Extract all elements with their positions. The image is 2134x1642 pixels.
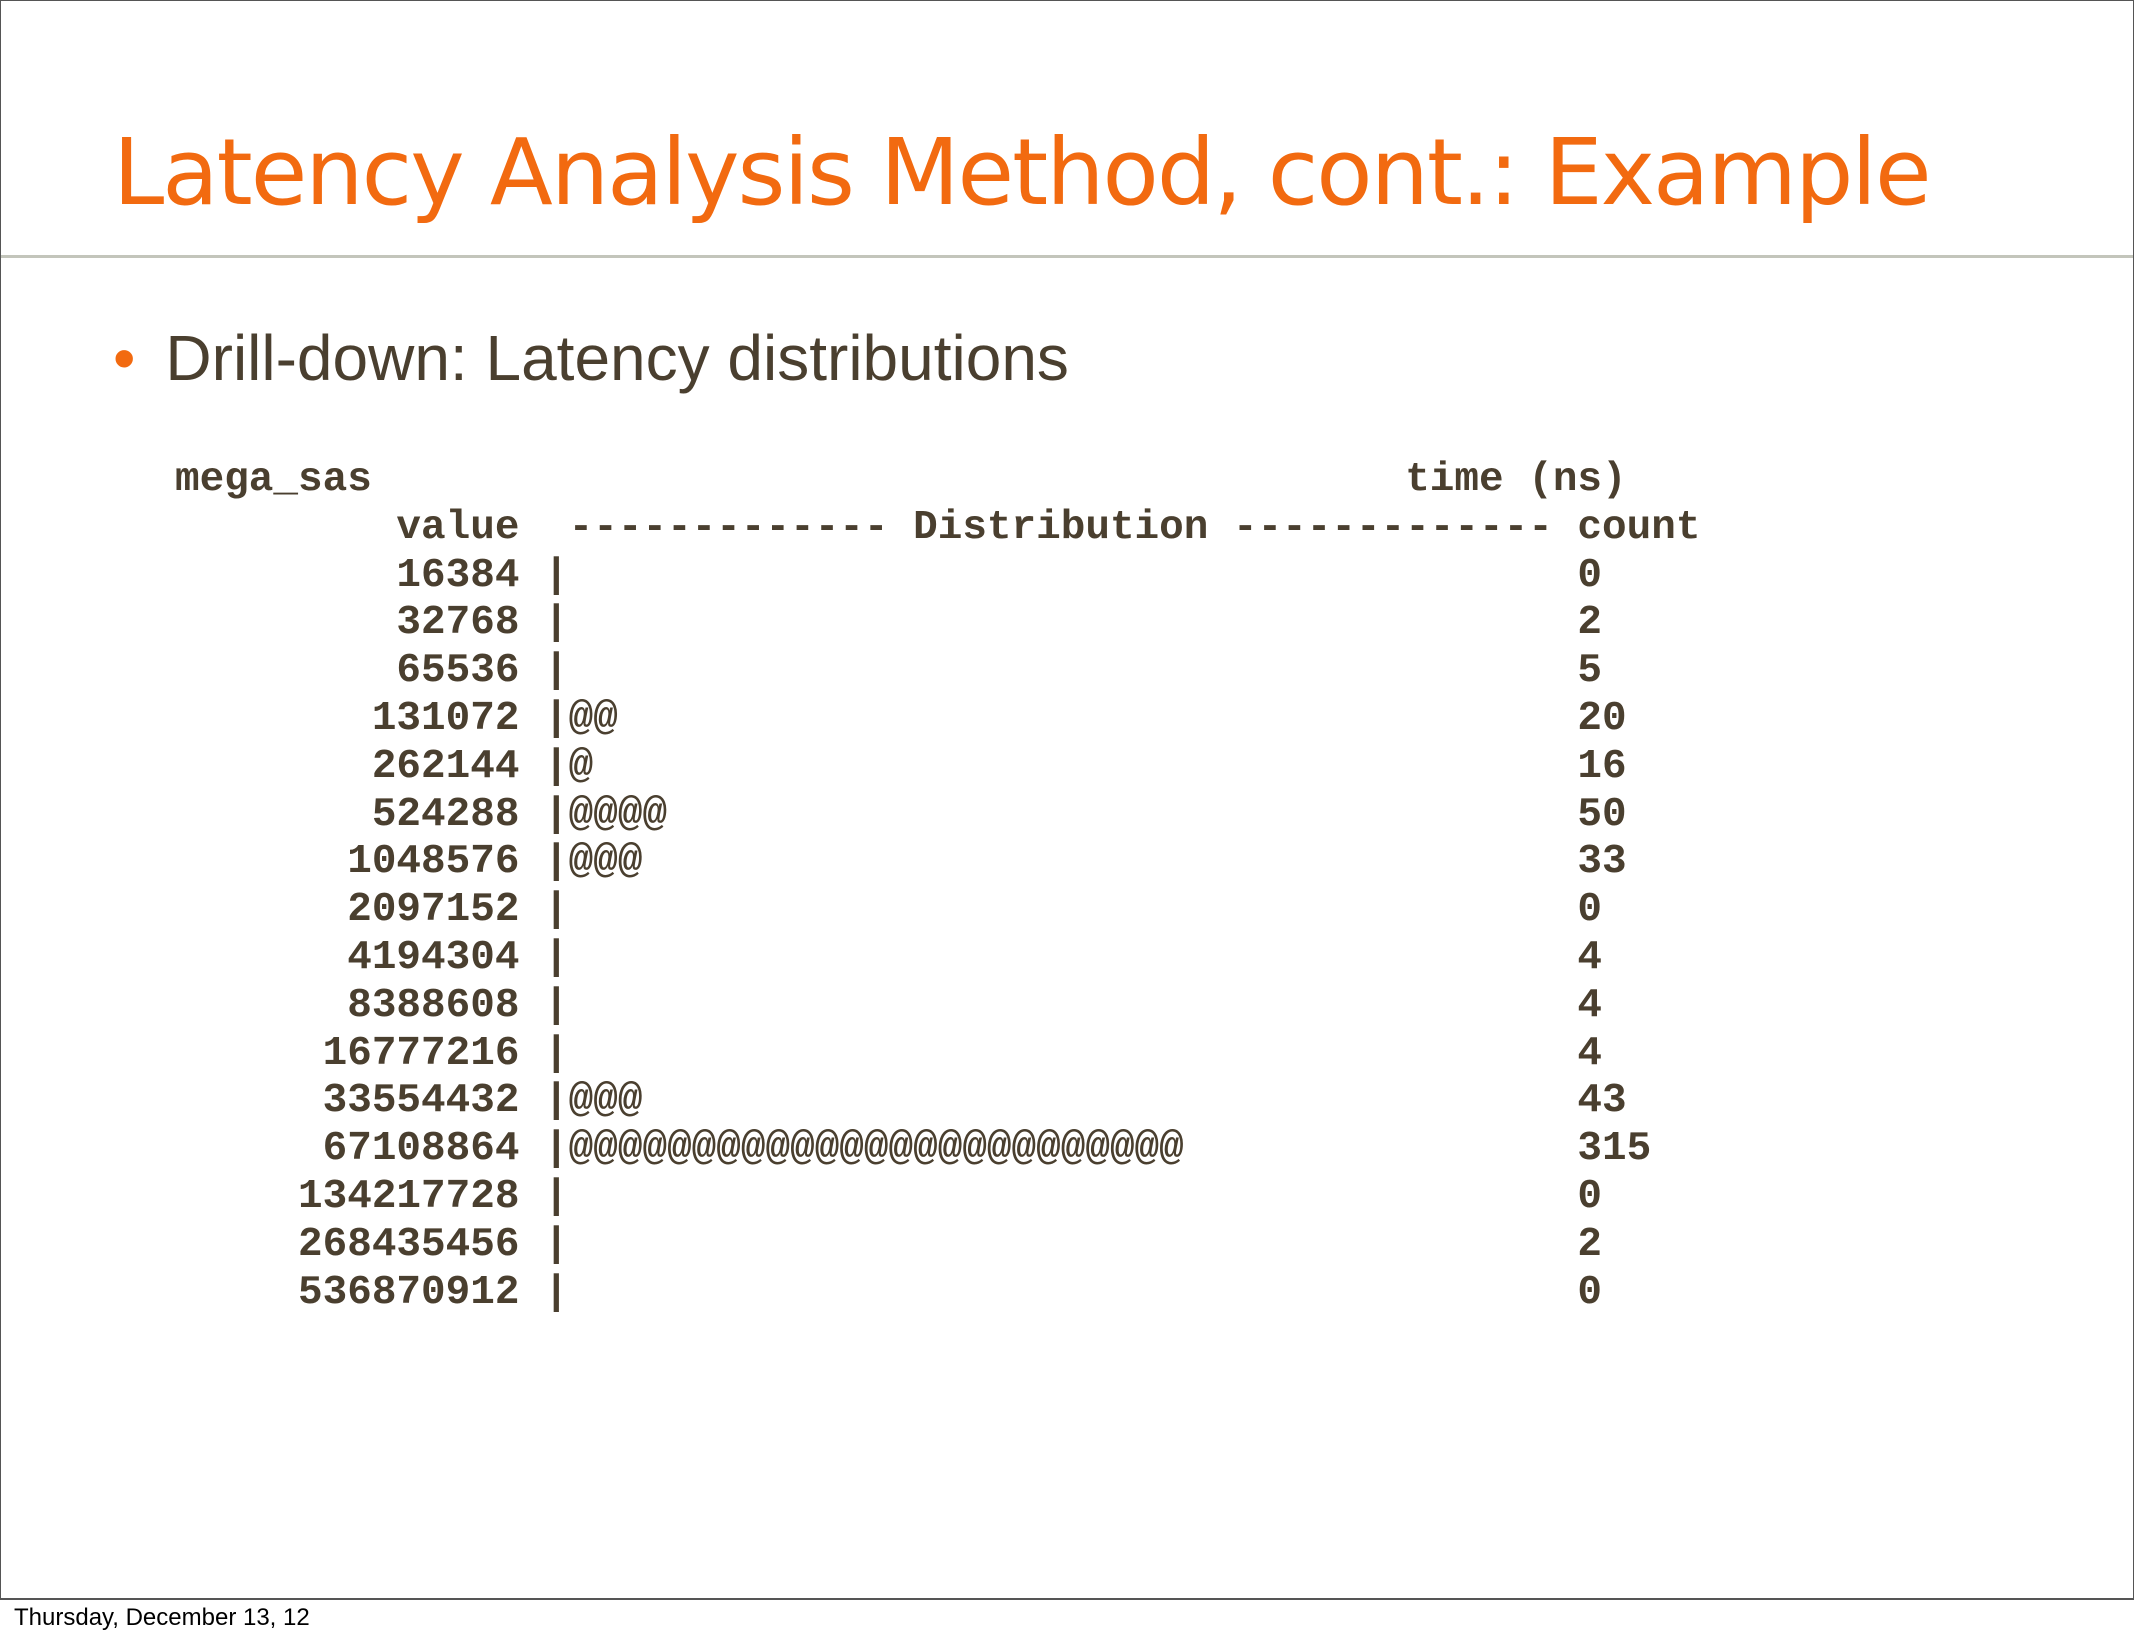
histogram-row: 8388608 | 4 [175, 982, 1603, 1029]
histogram-row: 33554432 |@@@ 43 [175, 1078, 1627, 1125]
histogram-row: 4194304 | 4 [175, 934, 1603, 981]
histogram-row: 67108864 |@@@@@@@@@@@@@@@@@@@@@@@@@ 315 [175, 1126, 1652, 1173]
bullet-item: • Drill-down: Latency distributions [113, 321, 1069, 395]
bullet-text: Drill-down: Latency distributions [165, 322, 1069, 394]
histogram-row: 134217728 | 0 [175, 1173, 1603, 1220]
histogram-row: 536870912 | 0 [175, 1269, 1603, 1316]
title-divider [1, 255, 2133, 258]
footer-date: Thursday, December 13, 12 [14, 1604, 310, 1631]
histogram-row: 268435456 | 2 [175, 1221, 1603, 1268]
slide: Latency Analysis Method, cont.: Example … [0, 0, 2134, 1600]
output-header-line: value ------------- Distribution -------… [175, 504, 1701, 551]
histogram-row: 262144 |@ 16 [175, 743, 1627, 790]
histogram-row: 65536 | 5 [175, 648, 1603, 695]
histogram-row: 131072 |@@ 20 [175, 695, 1627, 742]
output-header-line: mega_sas time (ns) [175, 457, 1627, 503]
histogram-row: 16777216 | 4 [175, 1030, 1603, 1077]
histogram-row: 524288 |@@@@ 50 [175, 791, 1627, 838]
latency-distribution-output: mega_sas time (ns) value ------------- D… [175, 457, 1700, 1317]
histogram-row: 1048576 |@@@ 33 [175, 839, 1627, 886]
histogram-row: 16384 | 0 [175, 552, 1603, 599]
slide-title: Latency Analysis Method, cont.: Example [113, 119, 1932, 226]
histogram-row: 2097152 | 0 [175, 887, 1603, 934]
bullet-dot-icon: • [113, 322, 136, 394]
histogram-row: 32768 | 2 [175, 600, 1603, 647]
